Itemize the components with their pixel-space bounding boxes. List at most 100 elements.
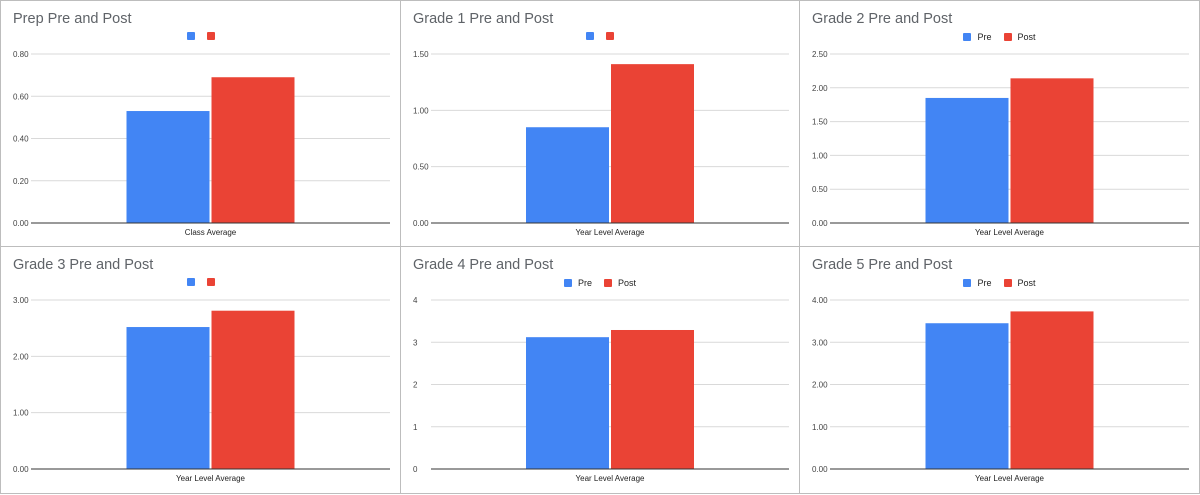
chart-title: Prep Pre and Post bbox=[13, 11, 132, 27]
bar-pre bbox=[925, 323, 1009, 469]
y-tick-label: 0.00 bbox=[13, 465, 29, 474]
chart-plot-grade-3: 0.00 1.00 2.00 3.00 Year Level Average bbox=[13, 296, 390, 483]
chart-panel-grade-3[interactable]: Grade 3 Pre and Post 0.00 1.00 2.00 3.00 Yea… bbox=[0, 246, 401, 494]
legend-item-post bbox=[206, 32, 215, 40]
x-tick-label: Class Average bbox=[185, 228, 237, 237]
y-tick-label: 1.00 bbox=[413, 106, 429, 115]
legend-item-post: Post bbox=[1003, 32, 1036, 42]
legend-item-pre: Pre bbox=[963, 32, 992, 42]
legend-item-post bbox=[206, 278, 215, 286]
y-tick-label: 0.00 bbox=[812, 219, 828, 228]
chart-title: Grade 3 Pre and Post bbox=[13, 257, 154, 273]
bar-post bbox=[1010, 78, 1094, 223]
y-tick-label: 0 bbox=[413, 465, 418, 474]
legend-swatch-pre bbox=[586, 32, 594, 40]
chart-legend: Pre Post bbox=[800, 32, 1199, 42]
y-tick-label: 2.00 bbox=[13, 352, 29, 361]
chart-plot-grade-5: 0.00 1.00 2.00 3.00 4.00 Year Level Average bbox=[812, 296, 1189, 483]
chart-plot-grade-4: 0 1 2 3 4 Year Level Average bbox=[413, 296, 789, 483]
legend-swatch-post bbox=[206, 278, 215, 286]
legend-label-post: Post bbox=[1017, 32, 1036, 42]
chart-title: Grade 2 Pre and Post bbox=[812, 11, 953, 27]
legend-swatch-pre bbox=[186, 32, 195, 40]
chart-legend: Pre Post bbox=[401, 278, 799, 288]
bar-pre bbox=[526, 127, 609, 223]
legend-label-pre: Pre bbox=[977, 278, 992, 288]
bar-post bbox=[611, 64, 694, 223]
legend-item-pre bbox=[586, 32, 594, 40]
legend-item-post bbox=[606, 32, 614, 40]
x-tick-label: Year Level Average bbox=[975, 474, 1044, 483]
y-tick-label: 0.40 bbox=[13, 135, 29, 144]
chart-title: Grade 4 Pre and Post bbox=[413, 257, 554, 273]
y-tick-label: 0.00 bbox=[13, 219, 29, 228]
y-tick-label: 1.50 bbox=[812, 118, 828, 127]
chart-legend bbox=[1, 278, 400, 286]
legend-label-post: Post bbox=[618, 278, 637, 288]
legend-swatch-post bbox=[1003, 279, 1012, 287]
y-tick-label: 1.50 bbox=[413, 50, 429, 59]
legend-swatch-post bbox=[606, 32, 614, 40]
bar-pre bbox=[925, 97, 1009, 223]
bar-pre bbox=[526, 337, 609, 469]
x-tick-label: Year Level Average bbox=[975, 228, 1044, 237]
chart-panel-grade-2[interactable]: Grade 2 Pre and Post Pre Post 0.00 0.50 1.… bbox=[799, 0, 1200, 247]
bar-pre bbox=[126, 111, 210, 223]
legend-label-pre: Pre bbox=[977, 32, 992, 42]
y-tick-label: 3.00 bbox=[812, 338, 828, 347]
x-tick-label: Year Level Average bbox=[576, 228, 645, 237]
legend-swatch-pre bbox=[186, 278, 195, 286]
y-tick-label: 0.50 bbox=[812, 185, 828, 194]
chart-plot-grade-2: 0.00 0.50 1.00 1.50 2.00 2.50 Year Level Avera… bbox=[812, 50, 1189, 237]
legend-swatch-post bbox=[206, 32, 215, 40]
chart-legend bbox=[1, 32, 400, 40]
y-tick-label: 0.20 bbox=[13, 177, 29, 186]
x-tick-label: Year Level Average bbox=[176, 474, 245, 483]
chart-panel-prep[interactable]: Prep Pre and Post 0.00 0.20 0.40 0.60 0.80 Cl… bbox=[0, 0, 401, 247]
chart-title: Grade 5 Pre and Post bbox=[812, 257, 953, 273]
y-tick-label: 4.00 bbox=[812, 296, 828, 305]
y-tick-label: 3 bbox=[413, 338, 418, 347]
chart-legend bbox=[401, 32, 799, 40]
legend-item-pre: Pre bbox=[563, 278, 592, 288]
y-tick-label: 1.00 bbox=[812, 423, 828, 432]
bar-post bbox=[211, 77, 295, 223]
chart-panel-grade-4[interactable]: Grade 4 Pre and Post Pre Post 0 1 2 3 4 Year … bbox=[400, 246, 800, 494]
bar-post bbox=[211, 310, 295, 469]
chart-plot-prep: 0.00 0.20 0.40 0.60 0.80 Class Average bbox=[13, 50, 390, 237]
legend-item-post: Post bbox=[604, 278, 636, 288]
y-tick-label: 0.60 bbox=[13, 92, 29, 101]
legend-item-pre bbox=[186, 278, 195, 286]
chart-plot-grade-1: 0.00 0.50 1.00 1.50 Year Level Average bbox=[413, 50, 789, 237]
y-tick-label: 0.80 bbox=[13, 50, 29, 59]
legend-label-post: Post bbox=[1017, 278, 1036, 288]
y-tick-label: 2.50 bbox=[812, 50, 828, 59]
y-tick-label: 0.00 bbox=[413, 219, 429, 228]
bar-post bbox=[611, 329, 694, 469]
chart-panel-grade-1[interactable]: Grade 1 Pre and Post 0.00 0.50 1.00 1.50 Yea… bbox=[400, 0, 800, 247]
y-tick-label: 2 bbox=[413, 381, 418, 390]
y-tick-label: 3.00 bbox=[13, 296, 29, 305]
legend-item-post: Post bbox=[1003, 278, 1036, 288]
legend-item-pre bbox=[186, 32, 195, 40]
y-tick-label: 1.00 bbox=[812, 151, 828, 160]
bar-pre bbox=[126, 327, 210, 469]
y-tick-label: 1.00 bbox=[13, 409, 29, 418]
bar-post bbox=[1010, 311, 1094, 469]
legend-label-pre: Pre bbox=[577, 278, 592, 288]
y-tick-label: 2.00 bbox=[812, 84, 828, 93]
legend-swatch-post bbox=[1003, 33, 1012, 41]
y-tick-label: 0.50 bbox=[413, 163, 429, 172]
y-tick-label: 0.00 bbox=[812, 465, 828, 474]
chart-panel-grade-5[interactable]: Grade 5 Pre and Post Pre Post 0.00 1.00 2.… bbox=[799, 246, 1200, 494]
y-tick-label: 1 bbox=[413, 423, 418, 432]
legend-swatch-pre bbox=[963, 33, 972, 41]
chart-legend: Pre Post bbox=[800, 278, 1199, 288]
legend-swatch-post bbox=[604, 279, 612, 287]
legend-swatch-pre bbox=[963, 279, 972, 287]
y-tick-label: 2.00 bbox=[812, 381, 828, 390]
x-tick-label: Year Level Average bbox=[576, 474, 645, 483]
chart-title: Grade 1 Pre and Post bbox=[413, 11, 554, 27]
legend-swatch-pre bbox=[563, 279, 572, 287]
